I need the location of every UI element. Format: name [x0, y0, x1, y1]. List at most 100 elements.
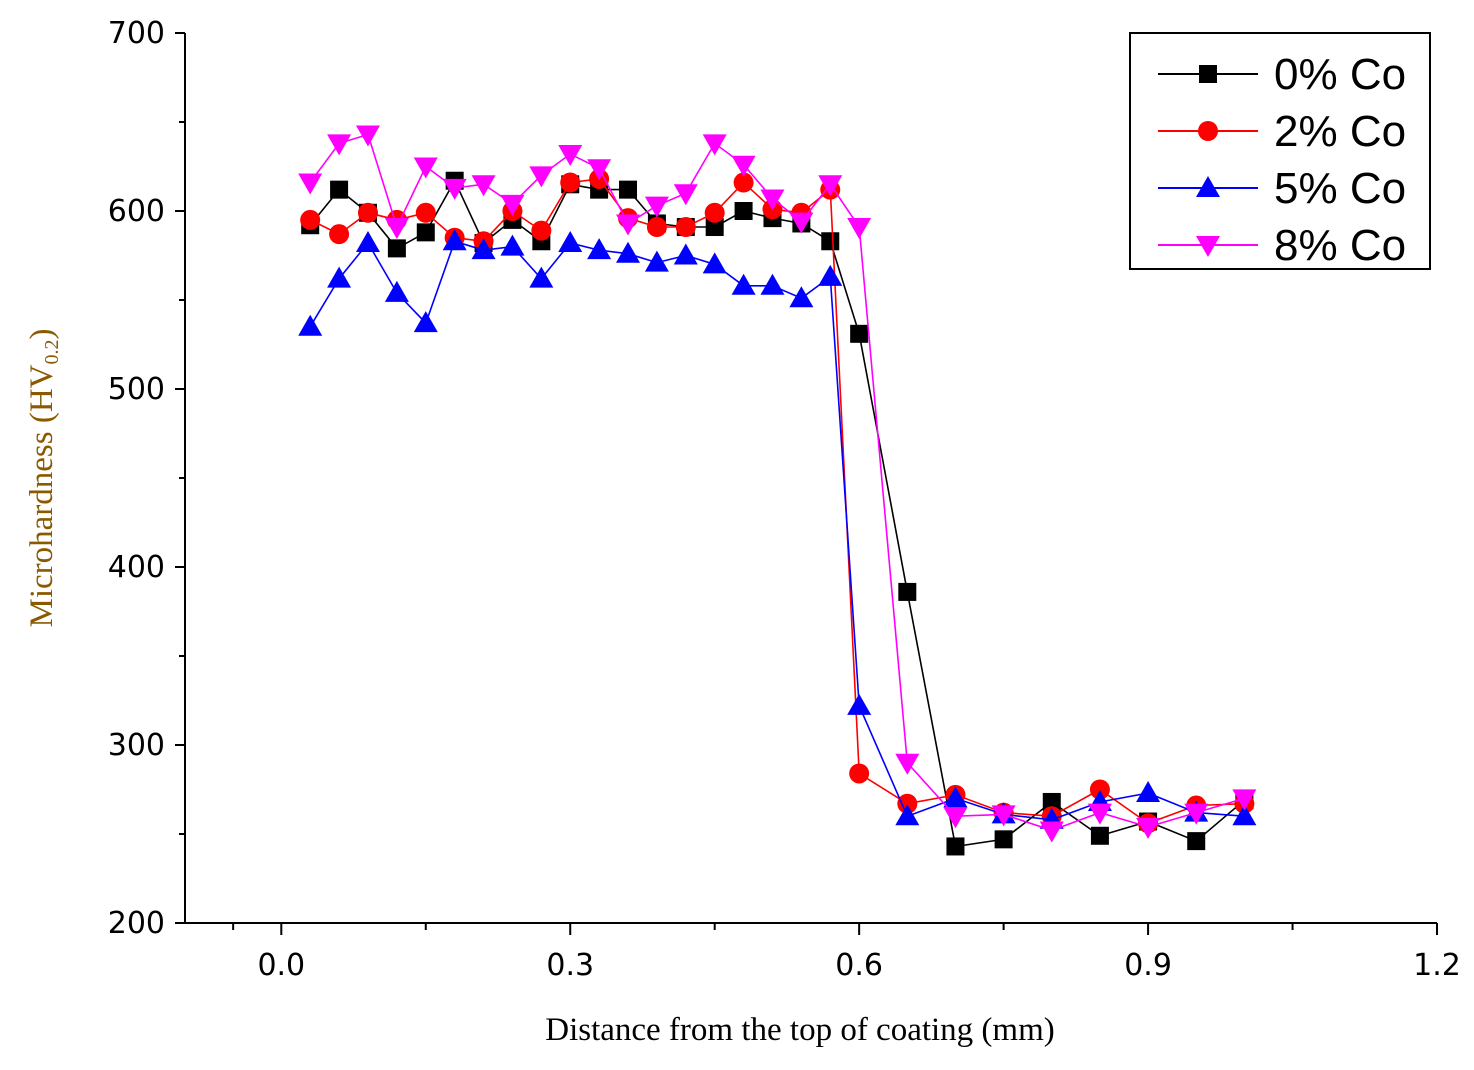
data-point	[327, 134, 352, 156]
series-line	[309, 133, 1245, 832]
legend-box	[1129, 32, 1431, 270]
y-axis-title-main: Microhardness (HV	[24, 364, 60, 627]
data-point	[1184, 803, 1209, 825]
series-1	[300, 168, 1255, 834]
data-point	[1232, 804, 1257, 826]
data-point	[895, 804, 920, 826]
data-point	[644, 196, 669, 218]
data-point	[704, 202, 725, 223]
data-point	[943, 807, 968, 829]
data-point	[646, 217, 667, 238]
data-point	[384, 280, 409, 302]
x-tick-label: 0.6	[835, 948, 883, 983]
data-point	[1089, 779, 1110, 800]
data-point	[898, 582, 917, 601]
legend-marker	[1196, 236, 1220, 257]
x-tick-label: 0.9	[1124, 948, 1172, 983]
data-point	[702, 134, 727, 156]
series-3	[298, 125, 1257, 843]
x-tick-label: 0.3	[546, 948, 594, 983]
series-2	[298, 229, 1257, 829]
data-point	[760, 273, 785, 295]
y-tick-label: 700	[108, 16, 165, 51]
data-point	[705, 218, 724, 237]
data-point	[675, 217, 696, 238]
data-point	[849, 763, 870, 784]
axes: 200 300 400 500 600 700 0.0 0.3 0.6 0.9 1.2	[108, 16, 1461, 983]
data-point	[847, 218, 872, 240]
data-point	[619, 180, 638, 199]
data-point	[789, 286, 814, 308]
data-point	[327, 266, 352, 288]
data-point	[943, 786, 968, 808]
data-point	[442, 229, 467, 251]
y-tick-label: 500	[108, 372, 165, 407]
y-axis-title-subscript: 0.2	[41, 339, 63, 364]
data-point	[946, 837, 965, 856]
data-point	[991, 805, 1016, 827]
data-point	[329, 224, 350, 245]
data-point	[1090, 826, 1109, 845]
legend-marker	[1196, 176, 1220, 197]
data-point	[847, 693, 872, 715]
data-point	[789, 212, 814, 234]
data-point	[616, 214, 641, 236]
data-point	[416, 223, 435, 242]
data-point	[818, 175, 843, 197]
y-axis-title-close: )	[24, 328, 60, 339]
data-point	[560, 172, 581, 193]
data-point	[1087, 803, 1112, 825]
data-point	[731, 155, 756, 177]
data-point	[994, 830, 1013, 849]
series-line	[309, 178, 1245, 848]
data-point	[298, 314, 323, 336]
data-point	[442, 178, 467, 200]
data-point	[673, 184, 698, 206]
data-point	[1042, 792, 1061, 811]
data-point	[300, 209, 321, 230]
data-point	[298, 173, 323, 195]
data-point	[731, 273, 756, 295]
data-point	[529, 166, 554, 188]
data-point	[818, 264, 843, 286]
legend-label: 2% Co	[1274, 107, 1406, 156]
data-point	[413, 311, 438, 333]
data-point	[760, 189, 785, 211]
legend-item: 2% Co	[1158, 107, 1406, 156]
legend-item: 5% Co	[1158, 164, 1406, 213]
data-point	[500, 194, 525, 216]
series-line	[309, 178, 1245, 825]
y-tick-label: 600	[108, 194, 165, 229]
data-point	[413, 157, 438, 179]
legend-label: 5% Co	[1274, 164, 1406, 213]
series-layer	[298, 125, 1257, 856]
data-point	[330, 180, 349, 199]
data-point	[471, 238, 496, 260]
data-point	[702, 252, 727, 274]
data-point	[471, 175, 496, 197]
y-axis-title: Microhardness (HV0.2)	[24, 328, 63, 627]
data-point	[357, 202, 378, 223]
legend-item: 8% Co	[1158, 221, 1406, 270]
data-point	[1039, 821, 1064, 843]
series-line	[309, 240, 1245, 821]
legend-marker	[1199, 65, 1217, 83]
legend-marker	[1198, 121, 1218, 141]
data-point	[587, 238, 612, 260]
x-axis-title: Distance from the top of coating (mm)	[545, 1012, 1055, 1048]
data-point	[587, 159, 612, 181]
data-point	[384, 218, 409, 240]
data-point	[387, 239, 406, 258]
data-point	[673, 243, 698, 265]
series-0	[301, 171, 1254, 856]
data-point	[895, 753, 920, 775]
data-point	[1136, 781, 1161, 803]
data-point	[355, 231, 380, 253]
data-point	[529, 266, 554, 288]
legend: 0% Co 2% Co 5% Co 8% Co	[1129, 32, 1431, 270]
data-point	[531, 220, 552, 241]
legend-item: 0% Co	[1158, 50, 1406, 99]
data-point	[1232, 789, 1257, 811]
y-tick-label: 200	[108, 906, 165, 941]
